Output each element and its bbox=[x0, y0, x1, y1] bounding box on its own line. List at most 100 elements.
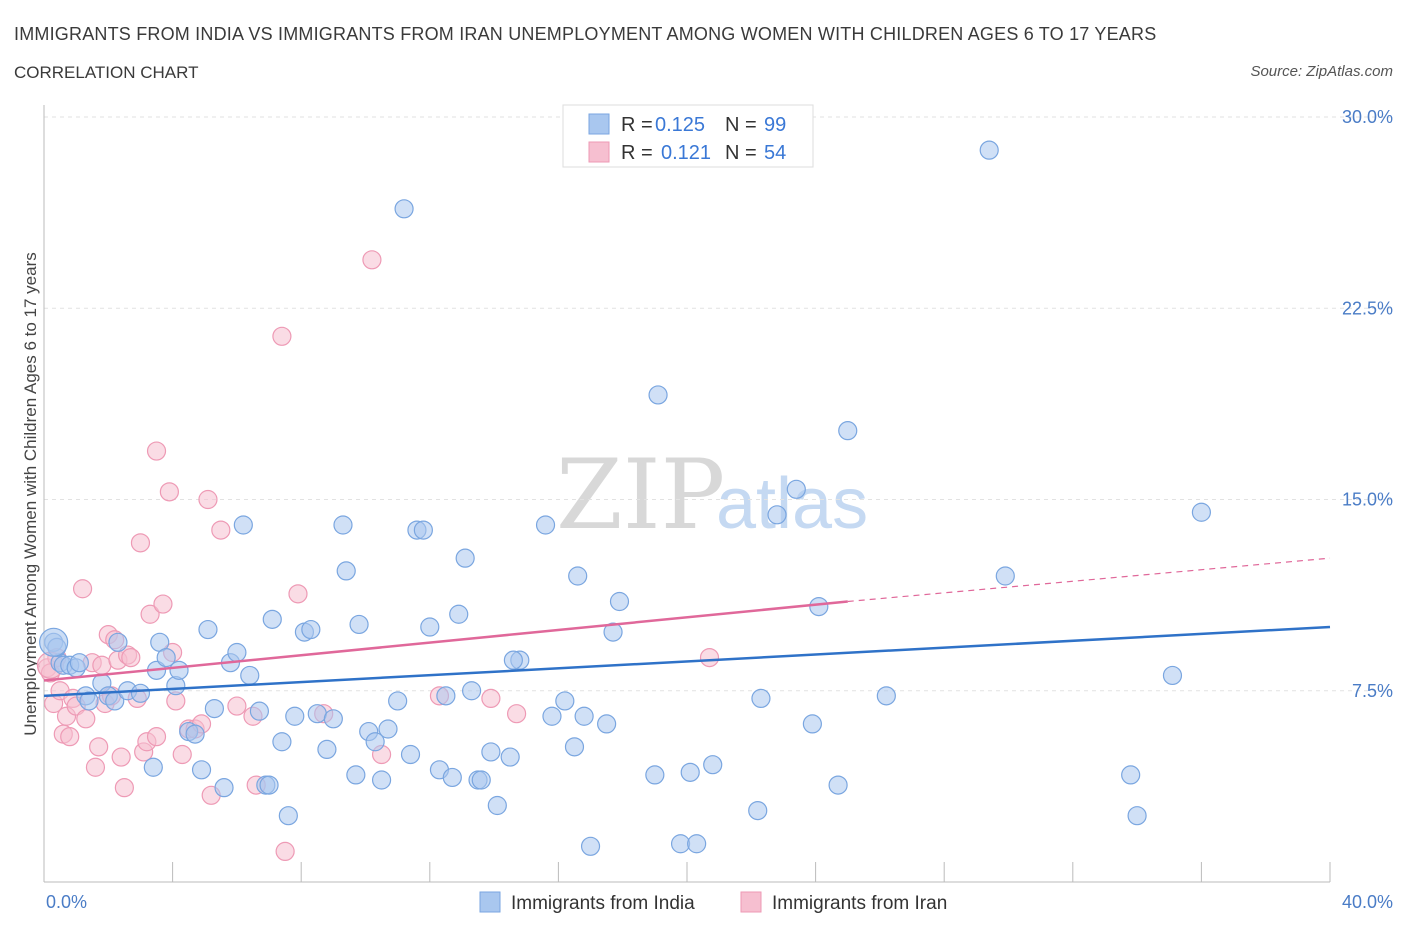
iran-point bbox=[288, 584, 308, 604]
iran-trend-line bbox=[43, 600, 848, 682]
india-point bbox=[487, 795, 507, 816]
india-point bbox=[39, 627, 69, 657]
india-point bbox=[108, 632, 128, 652]
india-point bbox=[394, 199, 414, 219]
india-point bbox=[346, 765, 366, 785]
iran-point bbox=[114, 778, 134, 798]
bottom-legend-label-iran: Immigrants from Iran bbox=[772, 893, 947, 914]
india-point bbox=[580, 836, 601, 856]
iran-point bbox=[153, 594, 173, 614]
india-point bbox=[670, 834, 691, 854]
gridlines bbox=[44, 116, 1393, 692]
legend-r-value-iran: 0.121 bbox=[661, 142, 711, 164]
india-point bbox=[169, 660, 189, 680]
iran-point bbox=[72, 579, 93, 599]
india-point bbox=[272, 732, 292, 752]
y-axis-tick-labels: 7.5% 15.0% 22.5% 30.0% bbox=[1342, 107, 1393, 701]
legend-r-value-india: 0.125 bbox=[655, 114, 705, 136]
iran-point bbox=[130, 533, 151, 553]
iran-point bbox=[159, 482, 179, 502]
watermark-atlas: atlas bbox=[716, 464, 868, 544]
india-point bbox=[301, 619, 321, 640]
india-point bbox=[603, 622, 623, 642]
india-point bbox=[143, 757, 163, 777]
india-point bbox=[500, 747, 520, 767]
legend-r-label-india: R = bbox=[621, 114, 653, 136]
india-point bbox=[574, 706, 594, 726]
india-point bbox=[227, 642, 247, 663]
x-axis-ticks bbox=[43, 862, 1331, 882]
india-point bbox=[436, 686, 456, 706]
india-point bbox=[442, 767, 462, 788]
india-point bbox=[609, 591, 630, 612]
india-point bbox=[449, 604, 469, 624]
india-point bbox=[365, 732, 385, 752]
india-point bbox=[535, 515, 556, 535]
india-point bbox=[130, 683, 151, 703]
iran-point bbox=[362, 250, 382, 270]
trend-lines bbox=[43, 557, 1331, 698]
india-point bbox=[79, 691, 99, 711]
india-point bbox=[461, 681, 482, 701]
india-point bbox=[336, 561, 356, 581]
india-point bbox=[471, 770, 491, 790]
bottom-legend-swatch-india bbox=[479, 891, 501, 913]
india-point bbox=[191, 760, 212, 780]
india-point bbox=[542, 706, 562, 726]
india-point bbox=[198, 619, 218, 640]
india-point bbox=[413, 520, 433, 540]
bottom-legend-label-india: Immigrants from India bbox=[511, 893, 695, 914]
india-point bbox=[828, 775, 848, 795]
iran-point bbox=[146, 727, 167, 747]
india-point bbox=[204, 698, 224, 719]
india-point bbox=[455, 548, 475, 568]
india-point bbox=[249, 701, 270, 721]
india-point bbox=[349, 614, 369, 635]
india-series-points bbox=[39, 140, 1212, 856]
bottom-legend-swatch-iran bbox=[740, 891, 762, 913]
india-point bbox=[233, 515, 253, 535]
iran-point bbox=[121, 647, 141, 668]
india-point bbox=[400, 744, 421, 765]
india-point bbox=[751, 688, 771, 709]
source-label: Source: ZipAtlas.com bbox=[1250, 63, 1393, 80]
india-point bbox=[278, 806, 298, 826]
iran-point bbox=[699, 647, 720, 668]
iran-trend-extension bbox=[847, 557, 1331, 603]
y-tick-label: 7.5% bbox=[1352, 681, 1393, 701]
india-point bbox=[388, 691, 408, 711]
x-tick-label-max: 40.0% bbox=[1342, 892, 1393, 912]
india-point bbox=[995, 566, 1015, 586]
india-point bbox=[69, 653, 89, 673]
iran-point bbox=[60, 727, 80, 747]
iran-point bbox=[275, 841, 295, 862]
india-point bbox=[156, 647, 176, 668]
india-point bbox=[1127, 806, 1147, 826]
india-point bbox=[809, 596, 829, 617]
iran-point bbox=[227, 696, 247, 716]
india-point bbox=[371, 770, 392, 790]
chart-title: IMMIGRANTS FROM INDIA VS IMMIGRANTS FROM… bbox=[14, 24, 1156, 44]
iran-point bbox=[198, 489, 218, 510]
india-point bbox=[648, 385, 668, 405]
india-point bbox=[307, 704, 327, 724]
india-trend-line bbox=[43, 625, 1331, 698]
india-point bbox=[262, 609, 282, 629]
legend-n-value-india: 99 bbox=[764, 114, 786, 136]
india-point bbox=[240, 665, 260, 686]
india-point bbox=[503, 650, 523, 670]
iran-point bbox=[272, 326, 292, 346]
iran-point bbox=[507, 704, 527, 724]
india-point bbox=[680, 762, 700, 782]
legend-n-label-india: N = bbox=[725, 114, 757, 136]
y-tick-label: 30.0% bbox=[1342, 107, 1393, 127]
y-tick-label: 15.0% bbox=[1342, 490, 1393, 510]
iran-point bbox=[211, 520, 231, 540]
india-point bbox=[214, 778, 234, 798]
india-point bbox=[420, 617, 440, 637]
iran-point bbox=[146, 441, 167, 461]
legend-n-value-iran: 54 bbox=[764, 142, 786, 164]
india-point bbox=[185, 724, 205, 744]
iran-point bbox=[76, 709, 96, 729]
